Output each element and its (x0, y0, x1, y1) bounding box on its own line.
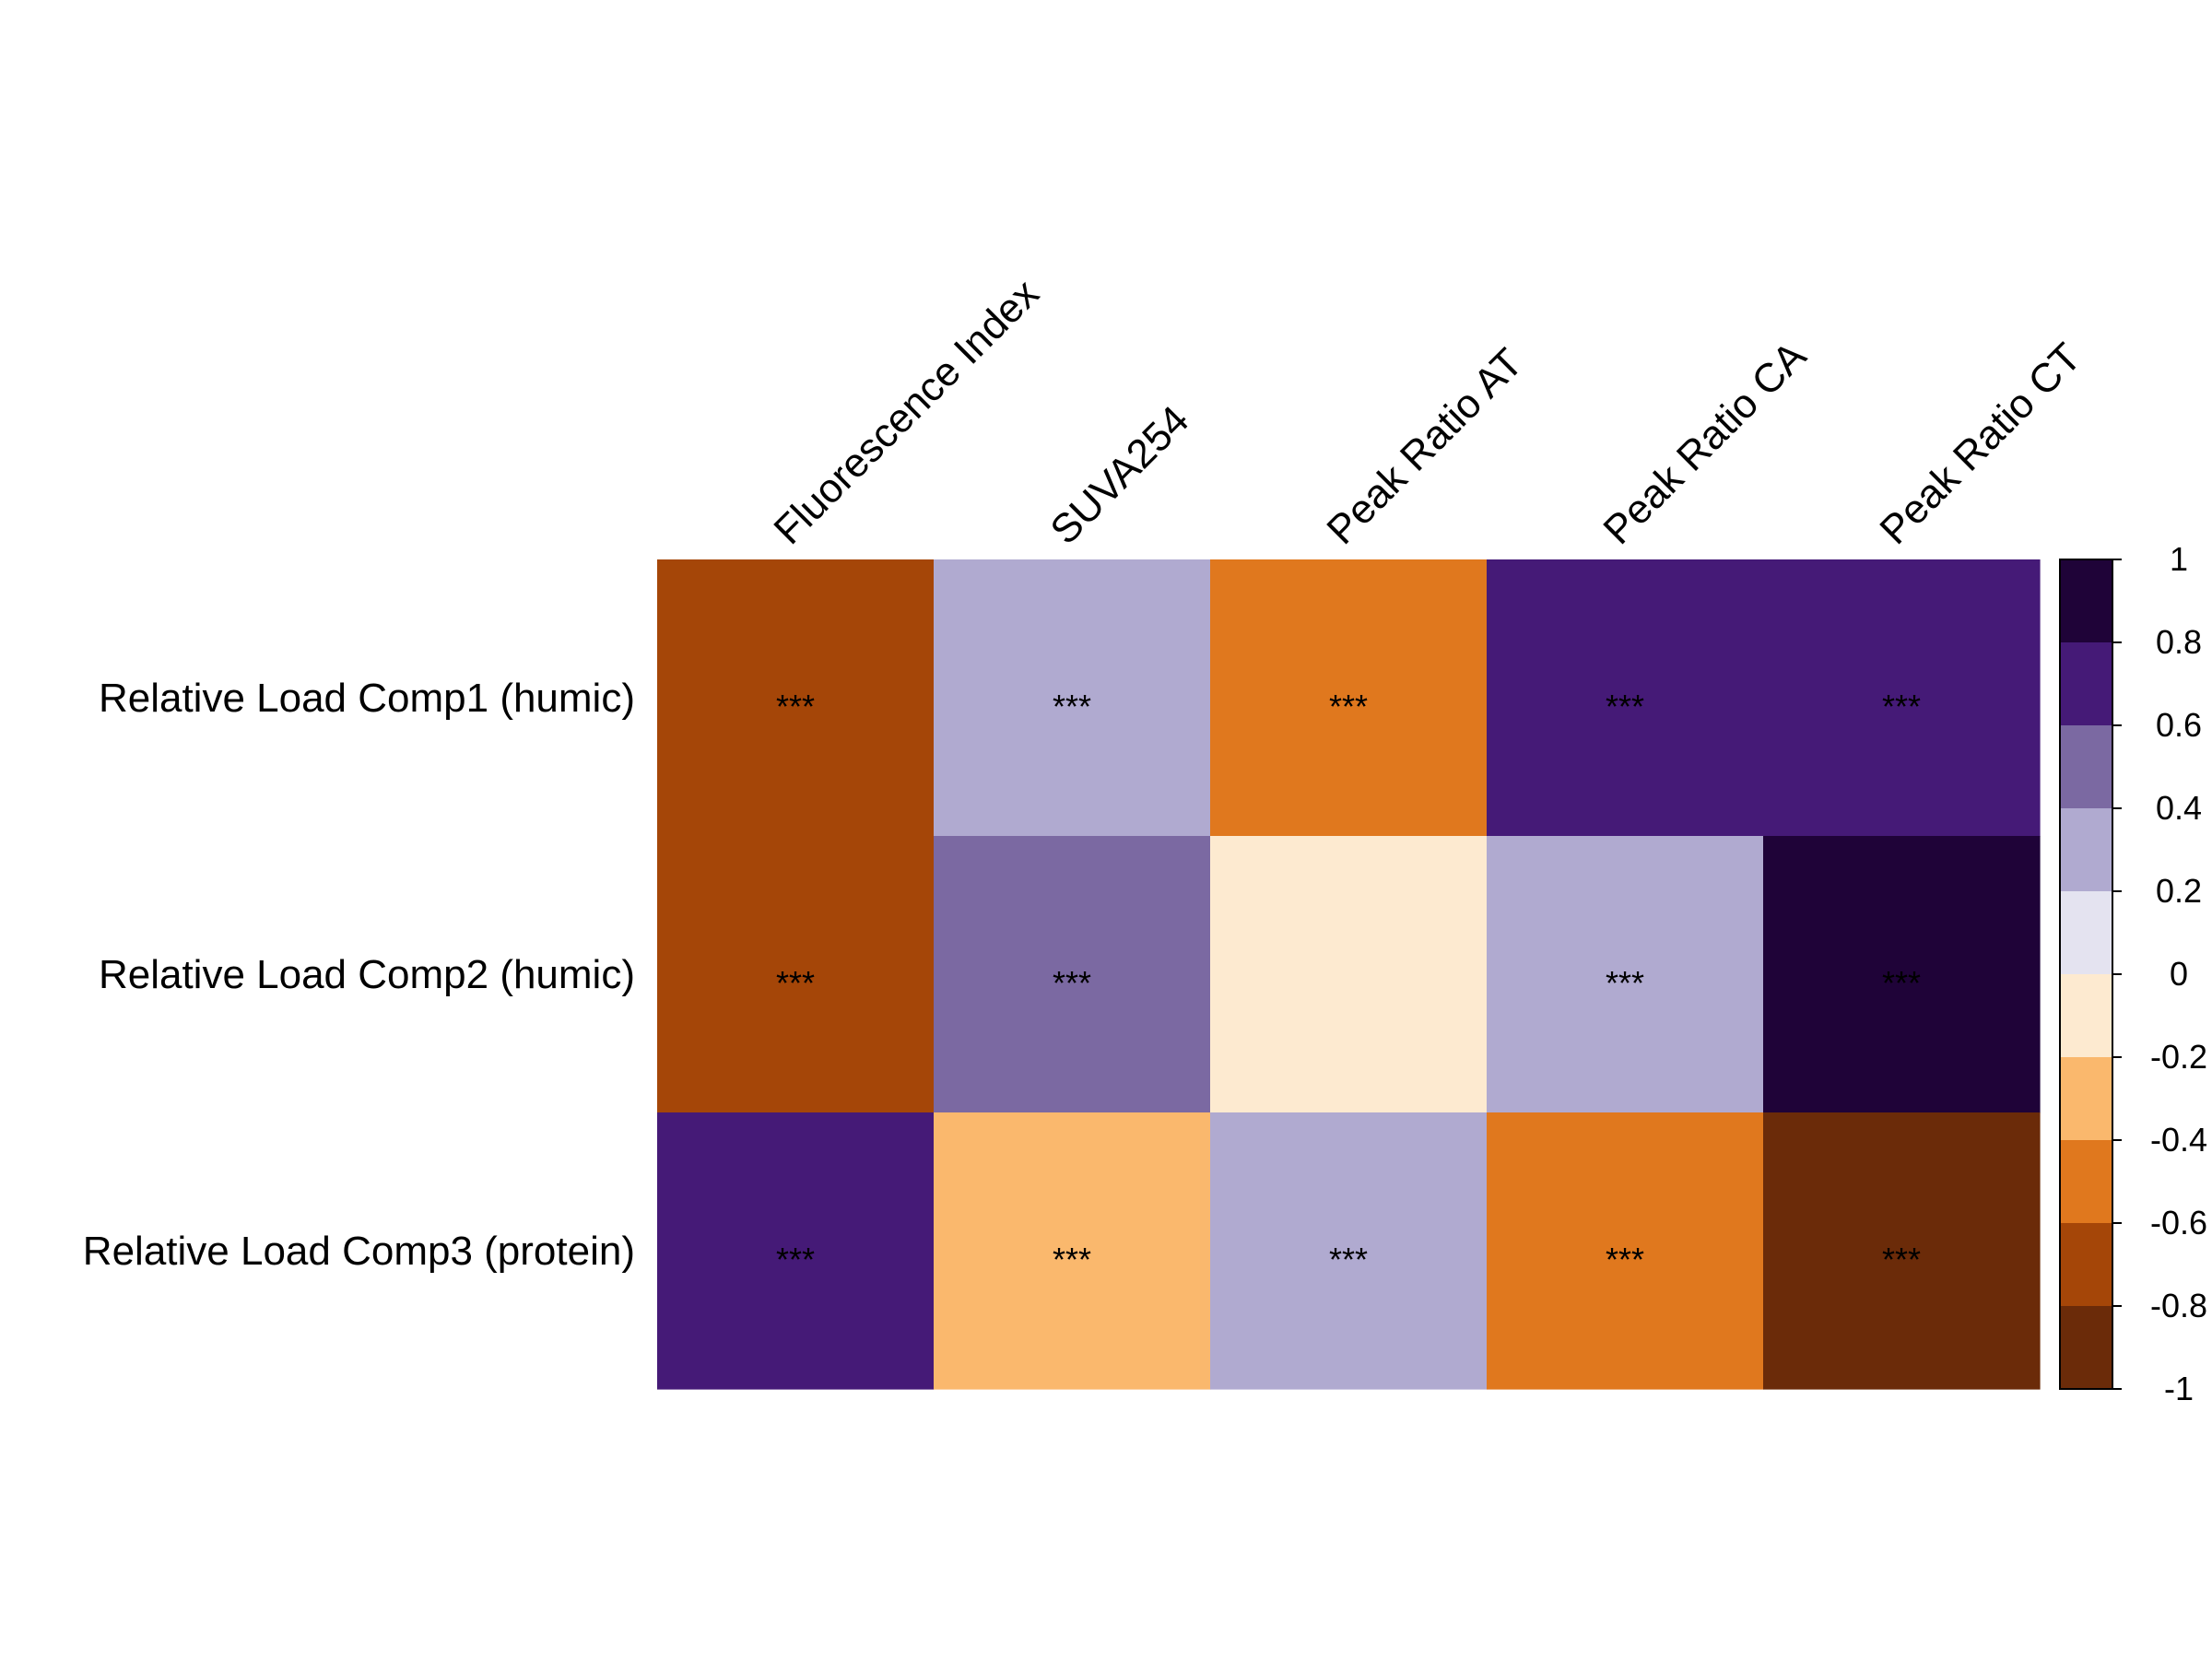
legend-color-bin (2060, 725, 2112, 809)
legend-color-bin (2060, 891, 2112, 975)
legend-color-bin (2060, 1140, 2112, 1224)
column-label: Peak Ratio CT (1871, 335, 2089, 553)
heatmap-cell-r2-c5 (1763, 836, 2041, 1113)
legend-tick-label: 1 (2170, 540, 2188, 578)
significance-mark-r2-c4: *** (1606, 964, 1644, 1002)
significance-mark-r3-c2: *** (1053, 1241, 1091, 1278)
legend-color-bin (2060, 974, 2112, 1058)
heatmap-cell-r3-c3 (1210, 1112, 1488, 1390)
legend-tick-label: -1 (2164, 1370, 2194, 1407)
significance-mark-r2-c1: *** (776, 964, 815, 1002)
significance-mark-r3-c1: *** (776, 1241, 815, 1278)
legend-tick-label: -0.6 (2150, 1204, 2207, 1241)
significance-mark-r1-c1: *** (776, 688, 815, 725)
significance-mark-r2-c5: *** (1882, 964, 1921, 1002)
significance-marks: *** *** *** *** *** *** *** *** *** *** *** *** *** *… (776, 688, 1921, 1278)
legend-tick-label: 0 (2170, 955, 2188, 993)
legend-tick-label: -0.4 (2150, 1121, 2207, 1159)
legend-tick-label: -0.2 (2150, 1038, 2207, 1076)
heatmap-cell-r2-c3 (1210, 836, 1488, 1113)
heatmap-cell-r1-c4 (1487, 559, 1764, 837)
heatmap-cell-r3-c1 (657, 1112, 935, 1390)
column-label: Peak Ratio CA (1594, 333, 1815, 553)
column-label: Peak Ratio AT (1318, 340, 1531, 553)
legend-color-bin (2060, 808, 2112, 892)
heatmap-cell-r3-c2 (934, 1112, 1211, 1390)
column-label: SUVA254 (1041, 397, 1197, 553)
heatmap-cell-r1-c1 (657, 559, 935, 837)
significance-mark-r3-c4: *** (1606, 1241, 1644, 1278)
heatmap-cell-r1-c2 (934, 559, 1211, 837)
legend-color-bin (2060, 1223, 2112, 1307)
significance-mark-r3-c5: *** (1882, 1241, 1921, 1278)
legend-tick-label: 0.4 (2156, 789, 2202, 827)
significance-mark-r1-c3: *** (1329, 688, 1368, 725)
legend-color-bin (2060, 642, 2112, 726)
heatmap-cells (657, 559, 2041, 1390)
legend-tick-label: -0.8 (2150, 1287, 2207, 1324)
row-labels: Relative Load Comp1 (humic) Relative Load… (83, 676, 635, 1274)
heatmap-cell-r3-c4 (1487, 1112, 1764, 1390)
legend-tick-label: 0.8 (2156, 623, 2202, 661)
heatmap-cell-r1-c5 (1763, 559, 2041, 837)
legend-tick-label: 0.2 (2156, 872, 2202, 910)
color-legend: 1 0.8 0.6 0.4 0.2 0 -0.2 -0.4 -0.6 -0.8 -1 (2059, 540, 2207, 1407)
heatmap-cell-r2-c4 (1487, 836, 1764, 1113)
legend-color-bin (2060, 559, 2112, 643)
row-label: Relative Load Comp1 (humic) (99, 676, 635, 721)
significance-mark-r1-c4: *** (1606, 688, 1644, 725)
legend-tick-label: 0.6 (2156, 706, 2202, 744)
heatmap-cell-r1-c3 (1210, 559, 1488, 837)
legend-color-bin (2060, 1057, 2112, 1141)
row-label: Relative Load Comp2 (humic) (99, 952, 635, 997)
column-label: Fluorescence Index (765, 271, 1047, 553)
heatmap-cell-r2-c2 (934, 836, 1211, 1113)
heatmap-cell-r3-c5 (1763, 1112, 2041, 1390)
significance-mark-r1-c5: *** (1882, 688, 1921, 725)
significance-mark-r2-c2: *** (1053, 964, 1091, 1002)
row-label: Relative Load Comp3 (protein) (83, 1229, 635, 1274)
significance-mark-r3-c3: *** (1329, 1241, 1368, 1278)
legend-color-bin (2060, 1306, 2112, 1390)
significance-mark-r1-c2: *** (1053, 688, 1091, 725)
heatmap-cell-r2-c1 (657, 836, 935, 1113)
